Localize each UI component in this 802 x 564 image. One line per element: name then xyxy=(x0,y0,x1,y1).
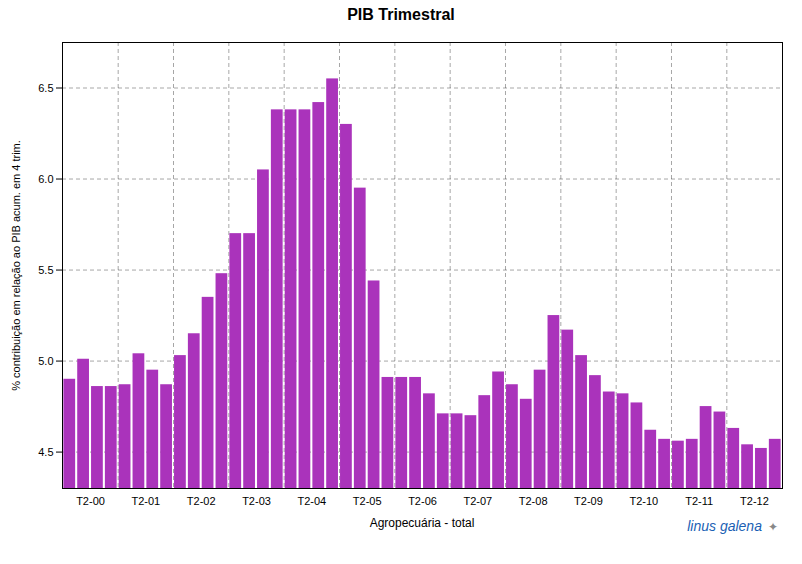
svg-text:T2-06: T2-06 xyxy=(408,495,437,507)
svg-text:T2-04: T2-04 xyxy=(297,495,326,507)
svg-text:T2-12: T2-12 xyxy=(740,495,769,507)
svg-text:T2-00: T2-00 xyxy=(76,495,105,507)
svg-text:T2-10: T2-10 xyxy=(629,495,658,507)
svg-text:T2-05: T2-05 xyxy=(353,495,382,507)
svg-text:T2-01: T2-01 xyxy=(131,495,160,507)
svg-text:T2-08: T2-08 xyxy=(519,495,548,507)
svg-text:6.0: 6.0 xyxy=(38,173,53,185)
svg-text:T2-03: T2-03 xyxy=(242,495,271,507)
html-text:PIB Trimestral: PIB Trimestral xyxy=(347,6,455,23)
svg-text:6.5: 6.5 xyxy=(38,82,53,94)
html-text:linus galena ✦: linus galena ✦ xyxy=(687,518,778,534)
svg-text:T2-07: T2-07 xyxy=(463,495,492,507)
svg-text:T2-09: T2-09 xyxy=(574,495,603,507)
html-text:Agropecuária - total: Agropecuária - total xyxy=(369,516,475,530)
svg-text:5.0: 5.0 xyxy=(38,355,53,367)
svg-text:5.5: 5.5 xyxy=(38,264,53,276)
svg-text:T2-02: T2-02 xyxy=(187,495,216,507)
svg-text:T2-11: T2-11 xyxy=(685,495,713,507)
svg-text:% contribuição em relação ao P: % contribuição em relação ao PIB acum. e… xyxy=(10,140,22,391)
svg-text:4.5: 4.5 xyxy=(38,446,53,458)
